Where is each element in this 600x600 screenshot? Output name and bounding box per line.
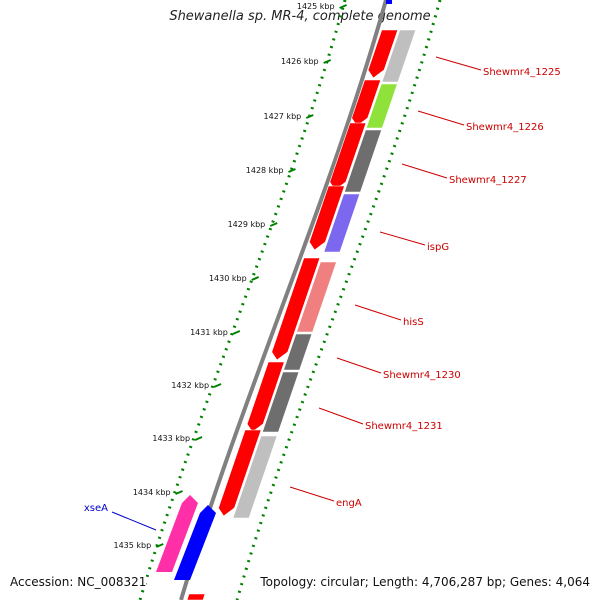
gene-label: engA bbox=[336, 498, 362, 509]
map-title: Shewanella sp. MR-4, complete genome bbox=[169, 9, 431, 24]
gene-feature-shewmr4-1230 bbox=[283, 333, 313, 371]
leader-line bbox=[336, 357, 382, 374]
tick-mark bbox=[288, 168, 296, 173]
gene-feature-hiss bbox=[296, 261, 337, 333]
gene-feature-shewmr4-1226 bbox=[365, 83, 398, 129]
leader-line bbox=[435, 56, 482, 71]
cds-arrow bbox=[246, 361, 285, 433]
cds-arrow bbox=[271, 257, 321, 361]
gene-feature-shewmr4-1231 bbox=[261, 371, 300, 433]
tick-layer: 1425 kbp 1426 kbp 1427 kbp 1428 kbp 1429 kbp… bbox=[114, 2, 347, 550]
tick-label: 1435 kbp bbox=[114, 541, 152, 550]
leader-line bbox=[289, 486, 335, 502]
gene-xsea bbox=[156, 495, 198, 572]
tick-mark bbox=[213, 383, 222, 388]
tick-mark bbox=[232, 330, 241, 335]
ruler-dotted-line bbox=[138, 0, 347, 600]
leader-line bbox=[354, 304, 402, 321]
gene-label: Shewmr4_1227 bbox=[449, 175, 527, 186]
gene-feature-ispg bbox=[323, 193, 361, 253]
accession-text: Accession: NC_008321 bbox=[10, 575, 147, 589]
tick-label: 1425 kbp bbox=[297, 2, 335, 11]
leader-line bbox=[111, 511, 157, 531]
gene-label: ispG bbox=[427, 242, 449, 253]
leader-line bbox=[318, 407, 364, 425]
gene-feature-shewmr4-1227 bbox=[343, 129, 383, 193]
gene-label: Shewmr4_1231 bbox=[365, 421, 443, 432]
gene-neighbor-blue bbox=[174, 505, 216, 580]
cds-arrow bbox=[367, 29, 399, 79]
topology-summary: Topology: circular; Length: 4,706,287 bp… bbox=[260, 575, 590, 589]
tick-label: 1431 kbp bbox=[190, 328, 228, 337]
gene-feature-enga bbox=[232, 435, 278, 519]
leader-line bbox=[417, 110, 465, 126]
tick-label: 1432 kbp bbox=[171, 381, 209, 390]
tick-label: 1433 kbp bbox=[152, 434, 190, 443]
gene-top-blue bbox=[386, 0, 392, 4]
tick-label: 1429 kbp bbox=[228, 220, 266, 229]
tick-label: 1434 kbp bbox=[133, 488, 171, 497]
cds-arrow bbox=[351, 79, 382, 127]
gene-label: Shewmr4_1226 bbox=[466, 122, 544, 133]
cds-arrow bbox=[186, 593, 206, 600]
tick-mark bbox=[339, 4, 347, 9]
tick-label: 1426 kbp bbox=[281, 57, 319, 66]
gene-label: Shewmr4_1230 bbox=[383, 370, 461, 381]
gene-label-layer: Shewmr4_1225 Shewmr4_1226 Shewmr4_1227 ispG… bbox=[84, 56, 561, 531]
tick-label: 1430 kbp bbox=[209, 274, 247, 283]
tick-mark bbox=[194, 436, 203, 441]
tick-mark bbox=[269, 222, 278, 227]
gene-label: xseA bbox=[84, 503, 108, 514]
tick-mark bbox=[175, 490, 183, 495]
gene-label: Shewmr4_1225 bbox=[483, 67, 561, 78]
gene-label: hisS bbox=[403, 317, 424, 328]
gene-feature-shewmr4-1225 bbox=[381, 29, 417, 83]
cds-arrow bbox=[308, 185, 345, 251]
leader-line bbox=[401, 163, 448, 179]
cds-arrow bbox=[218, 429, 262, 517]
tick-label: 1428 kbp bbox=[246, 166, 284, 175]
outer-dotted-line bbox=[235, 0, 442, 600]
leader-line bbox=[379, 231, 426, 246]
tick-mark bbox=[251, 276, 260, 281]
tick-label: 1427 kbp bbox=[264, 112, 302, 121]
